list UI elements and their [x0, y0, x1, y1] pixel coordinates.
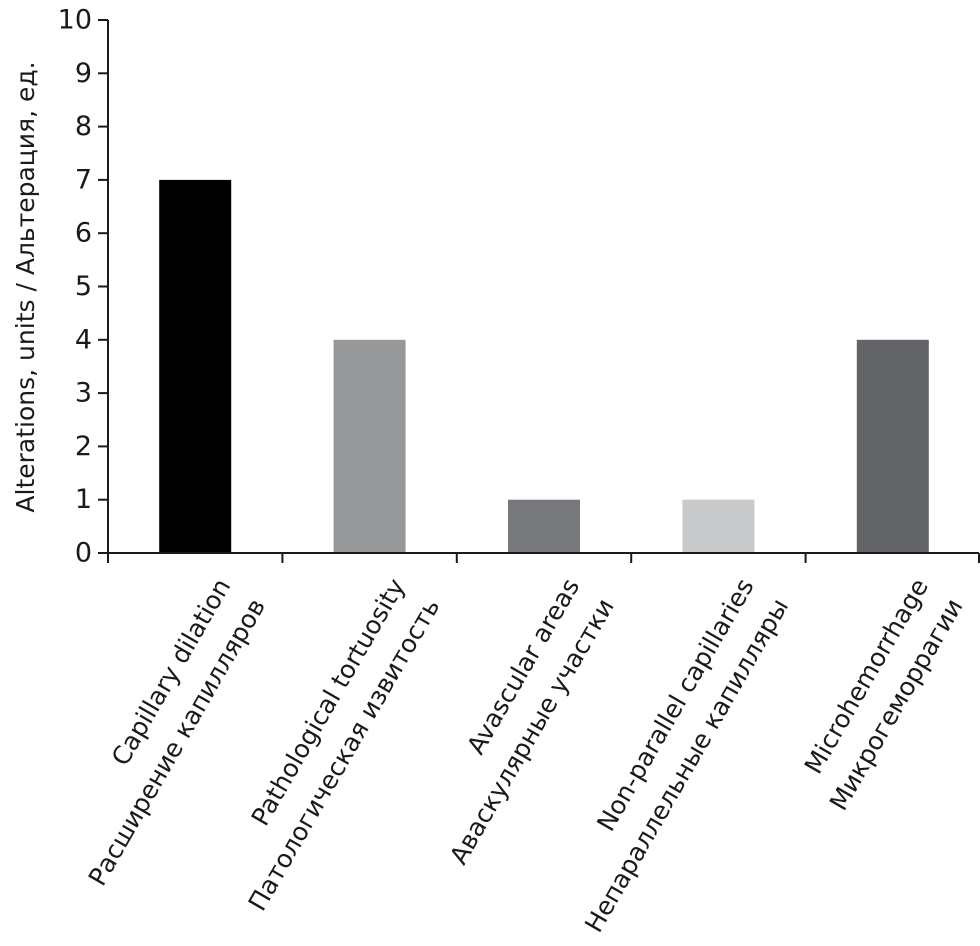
y-tick-label: 1 [75, 484, 92, 515]
bars [159, 179, 929, 553]
y-tick-label: 7 [75, 164, 92, 195]
bar [682, 499, 755, 553]
y-axis-title: Alterations, units / Альтерация, ед. [11, 61, 40, 512]
x-category-label-line: Непараллельные капилляры [579, 594, 794, 938]
bar [508, 499, 580, 553]
y-tick-label: 5 [75, 271, 92, 302]
y-tick-label: 3 [75, 378, 92, 409]
bar [159, 179, 232, 553]
x-category-label-line: Патологическая извитость [243, 594, 446, 916]
bar [856, 339, 929, 553]
y-tick-label: 9 [75, 58, 92, 89]
x-axis [107, 552, 980, 563]
y-tick-label: 0 [75, 538, 92, 569]
y-tick-label: 10 [58, 5, 92, 36]
y-tick-label: 2 [75, 431, 92, 462]
y-axis: 0 1 2 3 4 5 6 7 8 9 10 [58, 5, 109, 569]
y-tick-label: 4 [75, 324, 92, 355]
y-tick-label: 6 [75, 218, 92, 249]
bar [333, 339, 406, 553]
y-tick-label: 8 [75, 111, 92, 142]
